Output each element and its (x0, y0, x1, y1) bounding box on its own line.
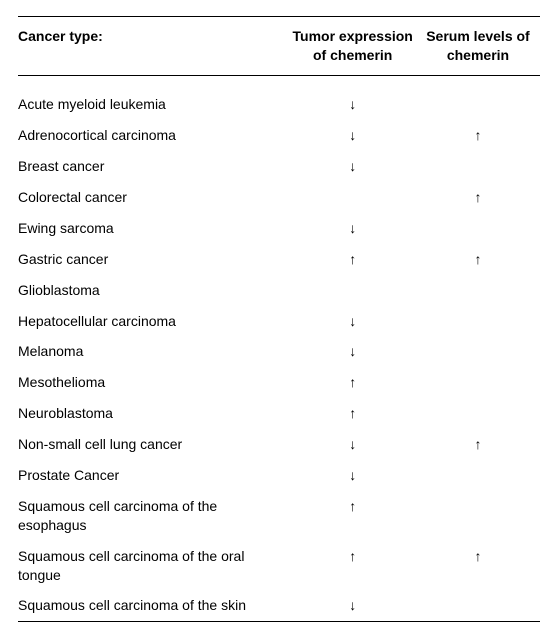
cell-cancer-type: Glioblastoma (18, 275, 289, 306)
cell-tumor-expression: ↑ (289, 541, 420, 591)
cell-tumor-expression: ↓ (289, 429, 420, 460)
cell-tumor-expression: ↑ (289, 367, 420, 398)
cell-tumor-expression: ↓ (289, 590, 420, 621)
cell-tumor-expression: ↑ (289, 398, 420, 429)
cell-serum-levels (420, 306, 540, 337)
cell-cancer-type: Prostate Cancer (18, 460, 289, 491)
cell-cancer-type: Mesothelioma (18, 367, 289, 398)
cell-serum-levels: ↑ (420, 541, 540, 591)
cell-tumor-expression: ↓ (289, 151, 420, 182)
cell-serum-levels (420, 213, 540, 244)
table-row: Ewing sarcoma↓ (18, 213, 540, 244)
cell-serum-levels (420, 460, 540, 491)
table-row: Adrenocortical carcinoma↓↑ (18, 120, 540, 151)
cell-serum-levels: ↑ (420, 120, 540, 151)
table-row: Colorectal cancer ↑ (18, 182, 540, 213)
cell-tumor-expression: ↓ (289, 120, 420, 151)
cell-cancer-type: Non-small cell lung cancer (18, 429, 289, 460)
table-row: Acute myeloid leukemia↓ (18, 89, 540, 120)
table-row: Breast cancer↓ (18, 151, 540, 182)
cell-cancer-type: Acute myeloid leukemia (18, 89, 289, 120)
cell-serum-levels (420, 275, 540, 306)
cell-tumor-expression: ↑ (289, 244, 420, 275)
cell-serum-levels (420, 89, 540, 120)
cell-serum-levels: ↑ (420, 244, 540, 275)
cell-cancer-type: Melanoma (18, 336, 289, 367)
cell-tumor-expression: ↓ (289, 460, 420, 491)
cell-tumor-expression: ↓ (289, 306, 420, 337)
table-row: Squamous cell carcinoma of the skin↓ (18, 590, 540, 621)
table-row: Melanoma↓ (18, 336, 540, 367)
cell-cancer-type: Gastric cancer (18, 244, 289, 275)
cell-cancer-type: Squamous cell carcinoma of the skin (18, 590, 289, 621)
table-row: Hepatocellular carcinoma↓ (18, 306, 540, 337)
table-row: Gastric cancer↑↑ (18, 244, 540, 275)
cell-serum-levels (420, 491, 540, 541)
cell-cancer-type: Adrenocortical carcinoma (18, 120, 289, 151)
header-cancer-type: Cancer type: (18, 17, 289, 76)
cell-cancer-type: Neuroblastoma (18, 398, 289, 429)
chemerin-table: Cancer type: Tumor expression of chemeri… (18, 16, 540, 622)
cell-serum-levels (420, 336, 540, 367)
cell-tumor-expression (289, 182, 420, 213)
cell-serum-levels (420, 398, 540, 429)
cell-tumor-expression: ↑ (289, 491, 420, 541)
cell-cancer-type: Squamous cell carcinoma of the oral tong… (18, 541, 289, 591)
cell-tumor-expression: ↓ (289, 336, 420, 367)
cell-tumor-expression: ↓ (289, 89, 420, 120)
cell-serum-levels: ↑ (420, 182, 540, 213)
table-row: Glioblastoma (18, 275, 540, 306)
cell-cancer-type: Breast cancer (18, 151, 289, 182)
header-serum-levels: Serum levels of chemerin (420, 17, 540, 76)
table-row: Squamous cell carcinoma of the oral tong… (18, 541, 540, 591)
table-header-row: Cancer type: Tumor expression of chemeri… (18, 17, 540, 76)
table-row: Neuroblastoma↑ (18, 398, 540, 429)
cell-serum-levels (420, 590, 540, 621)
table-row: Prostate Cancer↓ (18, 460, 540, 491)
cell-cancer-type: Squamous cell carcinoma of the esophagus (18, 491, 289, 541)
cell-tumor-expression: ↓ (289, 213, 420, 244)
table-row: Squamous cell carcinoma of the esophagus… (18, 491, 540, 541)
cell-tumor-expression (289, 275, 420, 306)
table-row: Mesothelioma↑ (18, 367, 540, 398)
header-tumor-expression: Tumor expression of chemerin (289, 17, 420, 76)
cell-serum-levels: ↑ (420, 429, 540, 460)
cell-cancer-type: Colorectal cancer (18, 182, 289, 213)
table-body: Acute myeloid leukemia↓Adrenocortical ca… (18, 75, 540, 622)
cell-serum-levels (420, 367, 540, 398)
cell-serum-levels (420, 151, 540, 182)
cell-cancer-type: Ewing sarcoma (18, 213, 289, 244)
cell-cancer-type: Hepatocellular carcinoma (18, 306, 289, 337)
table-row: Non-small cell lung cancer↓↑ (18, 429, 540, 460)
